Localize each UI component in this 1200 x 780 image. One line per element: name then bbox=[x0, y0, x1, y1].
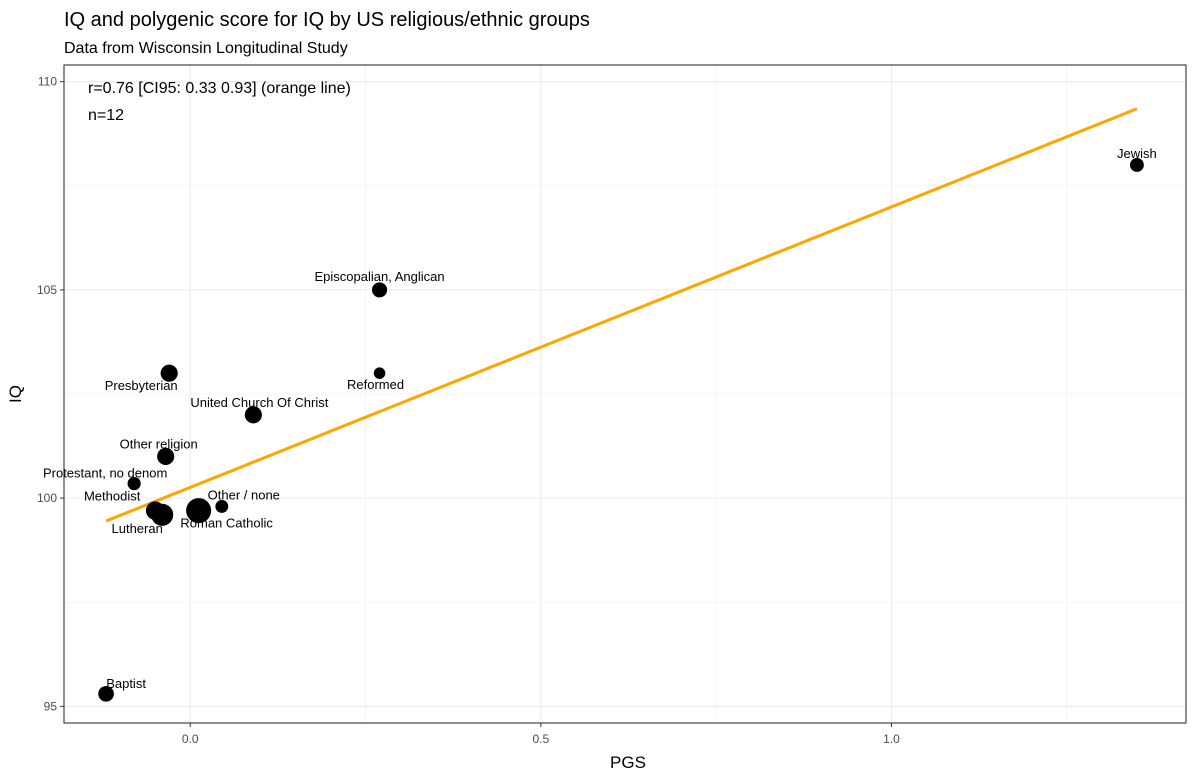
minor-gridlines bbox=[64, 65, 1186, 723]
major-gridlines bbox=[64, 65, 1186, 723]
fit-line bbox=[105, 107, 1138, 523]
plot-panel-border bbox=[63, 64, 1187, 724]
data-point bbox=[151, 503, 174, 526]
data-point bbox=[244, 406, 262, 424]
point-label: Episcopalian, Anglican bbox=[315, 269, 445, 284]
chart-subtitle: Data from Wisconsin Longitudinal Study bbox=[64, 40, 348, 57]
data-point bbox=[127, 476, 141, 491]
fit-line-layer bbox=[105, 107, 1138, 523]
point-label: Roman Catholic bbox=[180, 516, 273, 531]
x-tick-label: 0.0 bbox=[182, 732, 199, 746]
y-tick-label: 95 bbox=[44, 699, 58, 713]
data-point bbox=[215, 500, 229, 513]
point-labels-layer: Jewish Episcopalian, Anglican Reformed Pres… bbox=[43, 146, 1157, 691]
data-point bbox=[98, 686, 114, 702]
y-tick-label: 100 bbox=[37, 491, 57, 505]
sample-size-annotation: n=12 bbox=[88, 107, 124, 124]
y-axis-title: IQ bbox=[6, 385, 25, 403]
y-axis-ticks: 95 100 105 110 bbox=[37, 75, 64, 713]
x-axis-ticks: 0.0 0.5 1.0 bbox=[182, 723, 900, 746]
point-label: United Church Of Christ bbox=[190, 395, 328, 410]
chart-title: IQ and polygenic score for IQ by US reli… bbox=[64, 9, 590, 31]
point-label: Methodist bbox=[84, 489, 141, 504]
point-label: Protestant, no denom bbox=[43, 466, 167, 481]
x-axis-title: PGS bbox=[610, 753, 646, 772]
point-label: Baptist bbox=[106, 676, 146, 691]
data-point bbox=[157, 447, 175, 466]
data-point bbox=[1129, 158, 1144, 172]
point-label: Jewish bbox=[1117, 146, 1157, 161]
point-label: Other / none bbox=[208, 487, 280, 502]
data-point bbox=[373, 367, 386, 379]
y-tick-label: 105 bbox=[37, 283, 57, 297]
point-label: Other religion bbox=[120, 436, 198, 451]
x-tick-label: 0.5 bbox=[533, 732, 550, 746]
x-tick-label: 1.0 bbox=[883, 732, 900, 746]
point-label: Presbyterian bbox=[105, 378, 178, 393]
point-label: Lutheran bbox=[112, 521, 163, 536]
correlation-annotation: r=0.76 [CI95: 0.33 0.93] (orange line) bbox=[88, 80, 351, 97]
y-tick-label: 110 bbox=[38, 75, 57, 89]
data-point bbox=[160, 364, 178, 382]
points-layer bbox=[98, 158, 1144, 702]
point-label: Reformed bbox=[347, 377, 404, 392]
data-point bbox=[186, 498, 212, 524]
data-point bbox=[372, 282, 388, 298]
